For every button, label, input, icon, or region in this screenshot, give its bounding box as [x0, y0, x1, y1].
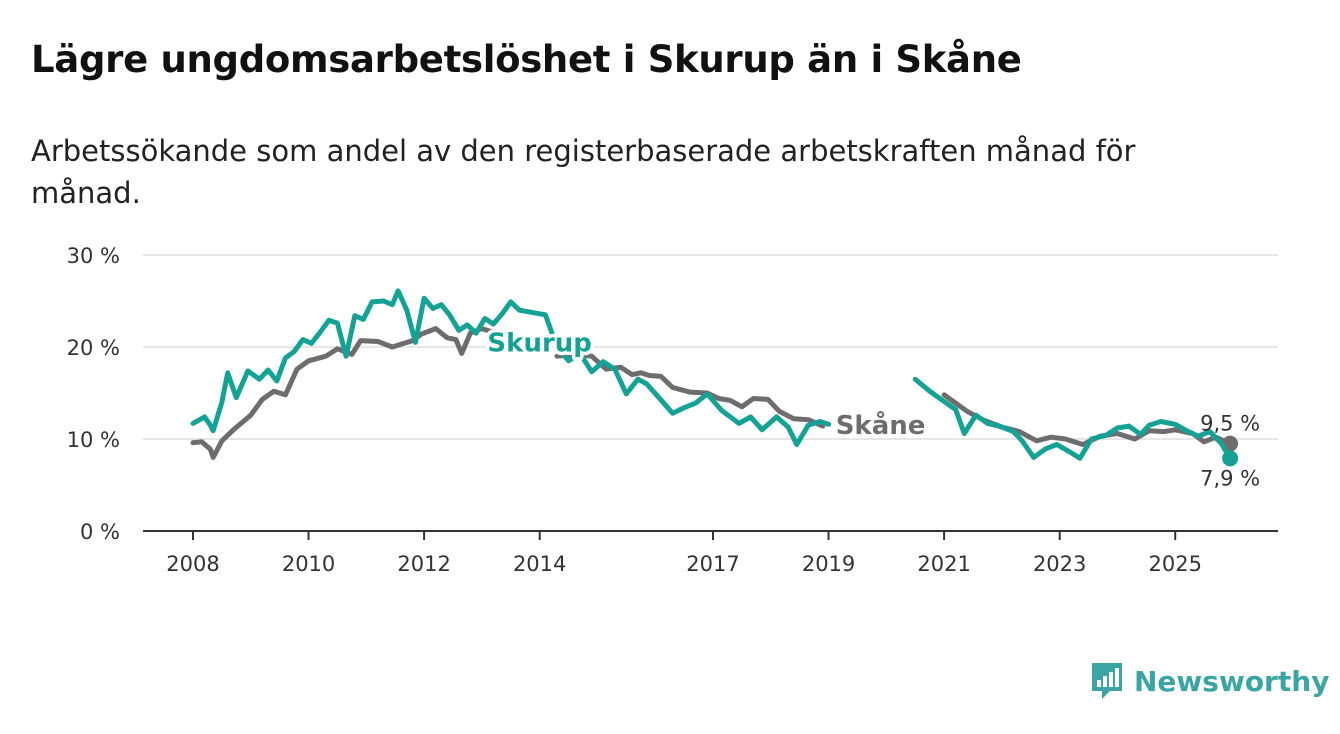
series-line-skne-2 [941, 392, 1233, 447]
y-tick-label: 10 % [67, 428, 120, 452]
x-tick-label: 2010 [282, 552, 335, 576]
y-tick-label: 30 % [67, 244, 120, 268]
newsworthy-logo: Newsworthy [1090, 661, 1329, 701]
x-tick-label: 2012 [397, 552, 450, 576]
end-label-skne: 9,5 % [1200, 412, 1260, 436]
x-tick-label: 2017 [686, 552, 739, 576]
axis-layer: 0 % 10 % 20 % 30 % 2008 2010 2012 2014 2017 2019 2… [67, 244, 1278, 576]
series-line-skurup-1 [912, 376, 1233, 461]
series-label-halo-skne: Skåne [836, 409, 926, 441]
x-tick-label: 2008 [166, 552, 219, 576]
newsworthy-logo-icon [1092, 663, 1122, 699]
series-layer [190, 288, 1239, 467]
end-label-skurup: 7,9 % [1200, 466, 1260, 490]
x-tick-label: 2014 [513, 552, 566, 576]
series-label-halo-skurup: Skurup [487, 328, 591, 358]
x-tick-label: 2021 [917, 552, 970, 576]
x-tick-label: 2025 [1148, 552, 1201, 576]
series-label-skne: Skåne [836, 409, 926, 441]
x-tick-label: 2019 [802, 552, 855, 576]
series-label-skurup: Skurup [487, 328, 591, 358]
newsworthy-logo-text: Newsworthy [1134, 664, 1330, 698]
series-line-skurup-0 [190, 288, 832, 447]
y-tick-label: 0 % [80, 520, 120, 544]
grid-layer [143, 254, 1278, 440]
y-tick-label: 20 % [67, 336, 120, 360]
chart-title: Lägre ungdomsarbetslöshet i Skurup än i … [31, 38, 1022, 81]
x-tick-label: 2023 [1033, 552, 1086, 576]
end-point-skurup [1222, 450, 1239, 467]
chart-subtitle: Arbetssökande som andel av den registerb… [31, 134, 1136, 210]
